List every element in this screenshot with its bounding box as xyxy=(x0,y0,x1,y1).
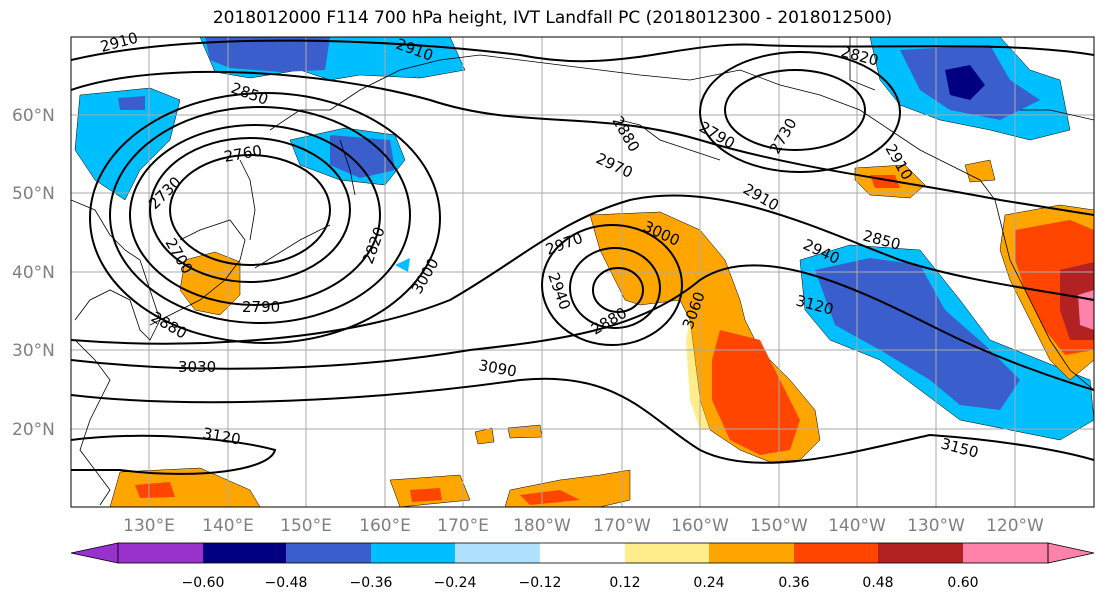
colorbar-segment xyxy=(286,543,371,563)
coastlines xyxy=(71,37,1094,506)
colorbar-tick-labels: −0.60 −0.48 −0.36 −0.24 −0.12 0.12 0.24 … xyxy=(182,575,979,591)
colorbar-segment xyxy=(963,543,1048,563)
colorbar-segment xyxy=(118,543,203,563)
height-contours xyxy=(71,39,1094,475)
red-region-s2 xyxy=(520,490,580,505)
colorbar xyxy=(70,542,1095,564)
colorbar-segment xyxy=(455,543,540,563)
red-region-s1 xyxy=(410,488,442,502)
lon-label: 140°W xyxy=(828,516,886,536)
colorbar-tick-label: −0.48 xyxy=(265,575,308,591)
yellow-edge-central xyxy=(686,320,710,430)
blue-region-gulf-deep xyxy=(945,65,985,100)
lon-label: 180°W xyxy=(513,516,571,536)
colorbar-segment xyxy=(371,543,455,563)
colorbar-segment xyxy=(540,543,625,563)
colorbar-extend-max xyxy=(1047,542,1095,564)
lon-label: 130°E xyxy=(123,516,175,536)
blue-region-east-core xyxy=(815,258,1020,410)
gridlines xyxy=(71,37,1094,507)
longitude-labels: 130°E 140°E 150°E 160°E 170°E 180°W 170°… xyxy=(123,516,1044,536)
colorbar-segment xyxy=(878,543,963,563)
colorbar-tick-label: 0.36 xyxy=(778,575,809,591)
colorbar-tick-label: 0.24 xyxy=(693,575,724,591)
colorbar-tick-label: −0.12 xyxy=(519,575,562,591)
colorbar-tick-label: 0.48 xyxy=(862,575,893,591)
red-region-sw1 xyxy=(135,482,175,498)
lon-label: 130°W xyxy=(907,516,965,536)
lat-label: 20°N xyxy=(12,420,55,440)
lat-label: 30°N xyxy=(12,341,55,361)
colorbar-tick-label: 0.12 xyxy=(609,575,640,591)
lon-label: 140°E xyxy=(202,516,254,536)
blue-region-nw-core xyxy=(205,37,330,72)
colorbar-segment xyxy=(625,543,709,563)
lon-label: 150°E xyxy=(280,516,332,536)
colorbar-segment xyxy=(794,543,878,563)
colorbar-tick-label: −0.36 xyxy=(350,575,393,591)
colorbar-extend-min xyxy=(70,542,119,564)
orange-region-japan xyxy=(179,251,241,316)
lon-label: 170°W xyxy=(593,516,651,536)
lon-label: 160°W xyxy=(671,516,729,536)
contour-label: 2790 xyxy=(242,298,280,316)
lat-label: 40°N xyxy=(12,263,55,283)
colorbar-segment xyxy=(203,543,286,563)
blue-region-west-core xyxy=(118,96,145,110)
colorbar-outline xyxy=(117,542,1049,564)
red-region-central xyxy=(712,330,800,455)
map-title: 2018012000 F114 700 hPa height, IVT Land… xyxy=(212,8,893,28)
colorbar-segment xyxy=(709,543,794,563)
blue-region-small xyxy=(395,258,410,272)
lon-label: 160°E xyxy=(359,516,411,536)
lon-label: 120°W xyxy=(986,516,1044,536)
contour-label: 3030 xyxy=(178,358,216,376)
lat-label: 60°N xyxy=(12,106,55,126)
lon-label: 150°W xyxy=(750,516,808,536)
blue-region-kamchatka-core xyxy=(330,135,395,178)
pink-region-california xyxy=(1078,290,1094,330)
lon-label: 170°E xyxy=(437,516,489,536)
map-frame xyxy=(70,36,1095,508)
latitude-labels: 60°N 50°N 40°N 30°N 20°N xyxy=(12,106,55,440)
lat-label: 50°N xyxy=(12,184,55,204)
colorbar-tick-label: 0.60 xyxy=(947,575,978,591)
colorbar-tick-label: −0.60 xyxy=(182,575,225,591)
colorbar-tick-label: −0.24 xyxy=(434,575,477,591)
